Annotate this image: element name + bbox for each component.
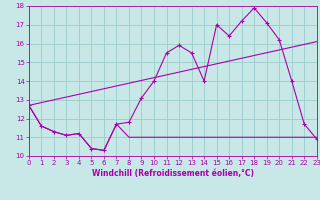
X-axis label: Windchill (Refroidissement éolien,°C): Windchill (Refroidissement éolien,°C) bbox=[92, 169, 254, 178]
